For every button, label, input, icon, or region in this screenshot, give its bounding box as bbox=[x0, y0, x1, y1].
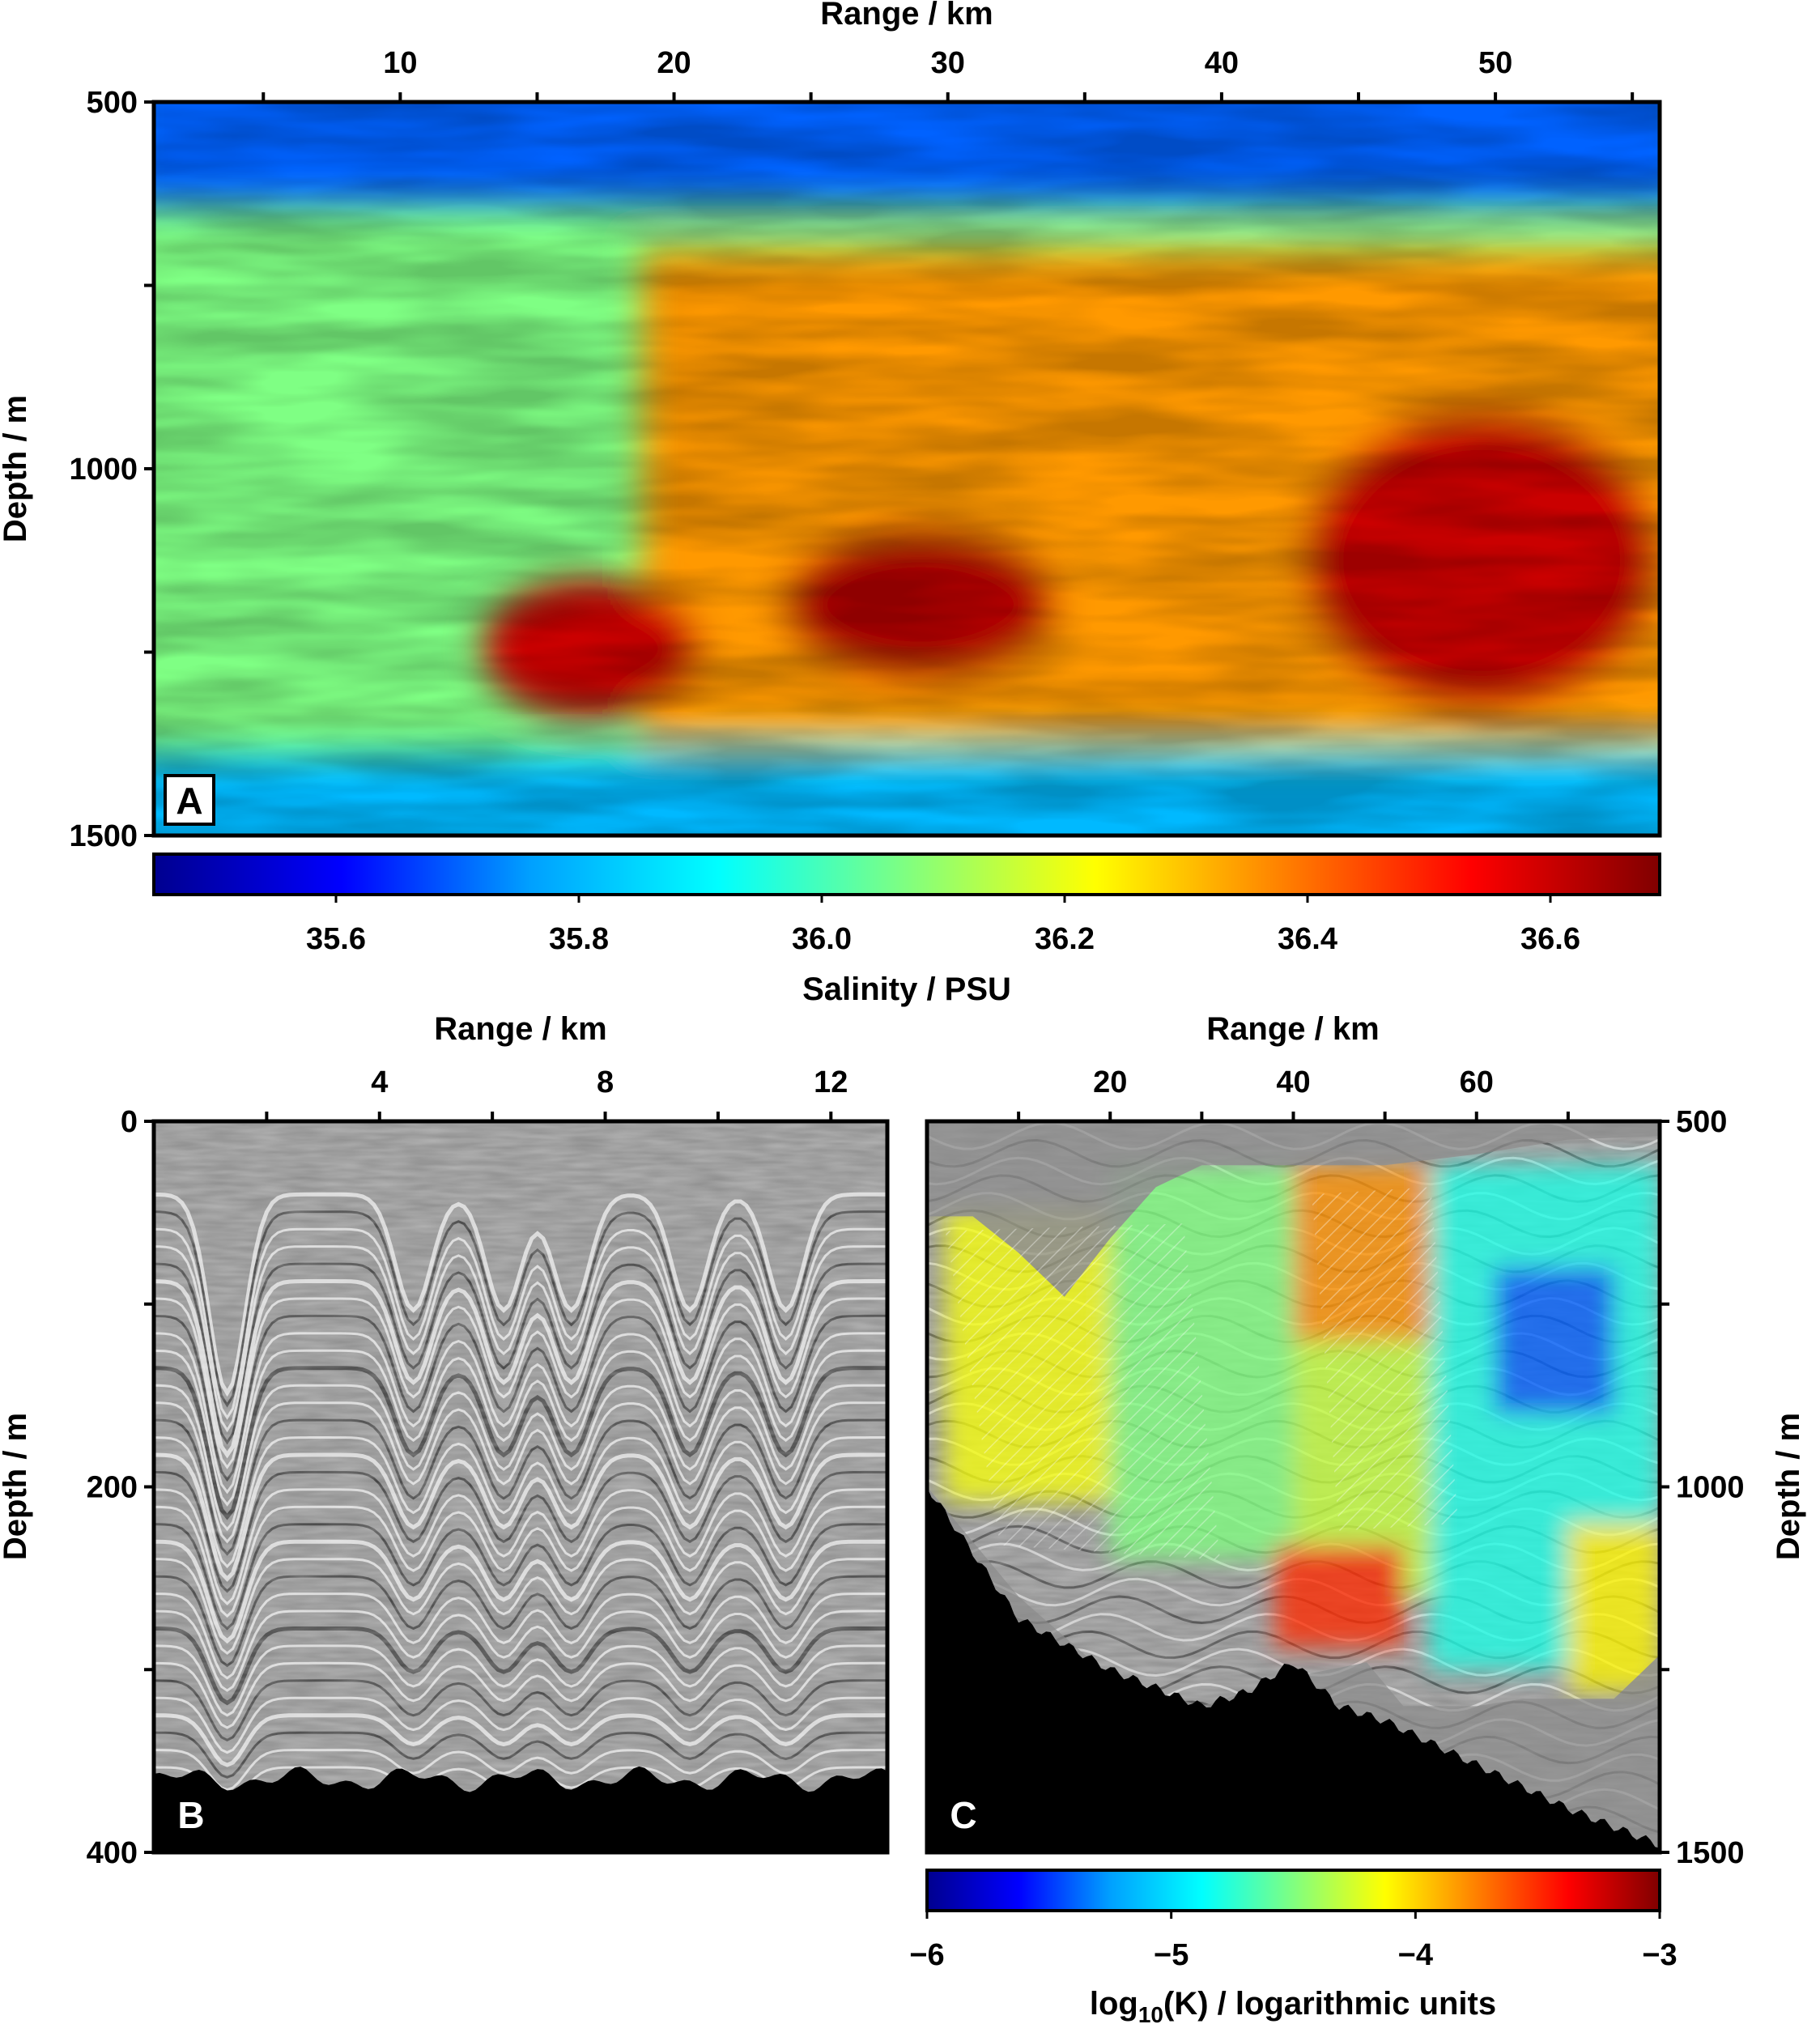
panel-b-seabed bbox=[154, 1766, 887, 1852]
salinity-colorbar-tick-label: 36.6 bbox=[1520, 922, 1580, 956]
diffusivity-colorbar-tick-label: −4 bbox=[1398, 1938, 1433, 1972]
panel-a-letter: A bbox=[176, 780, 202, 822]
panel-b-xtick-label: 12 bbox=[814, 1065, 848, 1099]
diffusivity-colorbar-label: log10(K) / logarithmic units bbox=[1090, 1986, 1496, 2024]
salinity-colorbar-tick-label: 36.2 bbox=[1035, 922, 1095, 956]
panel-c-xtick-label: 40 bbox=[1276, 1065, 1310, 1099]
panel-a: 10 20 30 40 50 500 1000 1500 Range / km Depth /… bbox=[0, 0, 1662, 853]
diffusivity-colorbar-tick-label: −5 bbox=[1154, 1938, 1189, 1972]
panel-c-letter: C bbox=[950, 1794, 976, 1836]
panel-a-xtick-label: 10 bbox=[383, 46, 417, 80]
panel-c-xtick-label: 20 bbox=[1093, 1065, 1127, 1099]
panel-c-diffusivity-patch bbox=[1567, 1523, 1660, 1692]
panel-c-diffusivity-patch bbox=[1274, 1545, 1404, 1648]
panel-c: 20 40 60 500 1000 1500 Range / km Depth / m C bbox=[925, 1011, 1806, 1870]
panel-b-ytick-label: 200 bbox=[87, 1471, 138, 1505]
panel-c-ytick-label: 1500 bbox=[1676, 1836, 1745, 1870]
panel-c-xtick-label: 60 bbox=[1460, 1065, 1494, 1099]
salinity-colorbar-tick-label: 36.4 bbox=[1278, 922, 1337, 956]
salinity-colorbar-tick-label: 36.0 bbox=[792, 922, 852, 956]
panel-c-axes: 20 40 60 500 1000 1500 bbox=[1017, 1065, 1745, 1870]
diffusivity-label-sub: 10 bbox=[1138, 2002, 1163, 2024]
panel-a-ytick-label: 1500 bbox=[69, 819, 138, 853]
salinity-colorbar-tick-label: 35.8 bbox=[549, 922, 609, 956]
salinity-colorbar-label: Salinity / PSU bbox=[802, 972, 1011, 1007]
panel-c-diffusivity-patch bbox=[1495, 1267, 1614, 1414]
panel-b-seismic bbox=[154, 1121, 887, 1852]
panel-b-letter: B bbox=[177, 1794, 204, 1836]
panel-b-texture bbox=[154, 1121, 887, 1852]
salinity-colorbar-tick-label: 35.6 bbox=[306, 922, 366, 956]
panel-b-xtick-label: 4 bbox=[371, 1065, 388, 1099]
diffusivity-label-main: log bbox=[1090, 1986, 1138, 2022]
panel-c-xlabel: Range / km bbox=[1206, 1011, 1379, 1047]
panel-b-ytick-label: 0 bbox=[121, 1105, 138, 1139]
panel-a-xtick-label: 20 bbox=[657, 46, 691, 80]
panel-c-ytick-label: 1000 bbox=[1676, 1471, 1745, 1505]
panel-a-xtick-label: 30 bbox=[931, 46, 965, 80]
salinity-colorbar: 35.6 35.8 36.0 36.2 36.4 36.6 Salinity / PSU bbox=[152, 853, 1661, 1007]
panel-b-ylabel: Depth / m bbox=[0, 1413, 33, 1560]
panel-c-ytick-label: 500 bbox=[1676, 1105, 1727, 1139]
panel-a-ylabel: Depth / m bbox=[0, 395, 33, 542]
panel-b-axes: 4 8 12 0 200 400 bbox=[87, 1065, 848, 1870]
diffusivity-colorbar-bar bbox=[925, 1869, 1661, 1912]
panel-c-seabed bbox=[927, 1486, 1660, 1852]
panel-c-upper-seismic bbox=[927, 1121, 1660, 1297]
panel-a-ytick-label: 1000 bbox=[69, 453, 138, 487]
panel-b-ytick-label: 400 bbox=[87, 1836, 138, 1870]
panel-a-heatmap bbox=[154, 102, 1660, 836]
panel-c-hatching bbox=[945, 1187, 1459, 1560]
diffusivity-colorbar-tick-label: −3 bbox=[1642, 1938, 1677, 1972]
panel-a-xlabel: Range / km bbox=[820, 0, 993, 32]
panel-a-xtick-label: 50 bbox=[1478, 46, 1512, 80]
panel-a-axes: 10 20 30 40 50 500 1000 1500 bbox=[69, 46, 1635, 853]
panel-c-overlay bbox=[927, 1121, 1660, 1852]
salinity-colorbar-bar bbox=[152, 853, 1661, 896]
panel-a-texture bbox=[154, 102, 1660, 836]
panel-a-xtick-label: 40 bbox=[1205, 46, 1239, 80]
diffusivity-label-rest: (K) / logarithmic units bbox=[1163, 1986, 1496, 2022]
diffusivity-colorbar-tick-label: −6 bbox=[909, 1938, 944, 1972]
panel-b: 4 8 12 0 200 400 Range / km Depth / m B bbox=[0, 1011, 890, 1870]
panel-c-ylabel: Depth / m bbox=[1771, 1413, 1806, 1560]
diffusivity-colorbar: −6 −5 −4 −3 log10(K) / logarithmic units bbox=[909, 1869, 1678, 2024]
panel-b-xlabel: Range / km bbox=[434, 1011, 606, 1047]
panel-a-letter-box bbox=[164, 774, 215, 826]
panel-a-ytick-label: 500 bbox=[87, 86, 138, 120]
panel-b-xtick-label: 8 bbox=[597, 1065, 614, 1099]
